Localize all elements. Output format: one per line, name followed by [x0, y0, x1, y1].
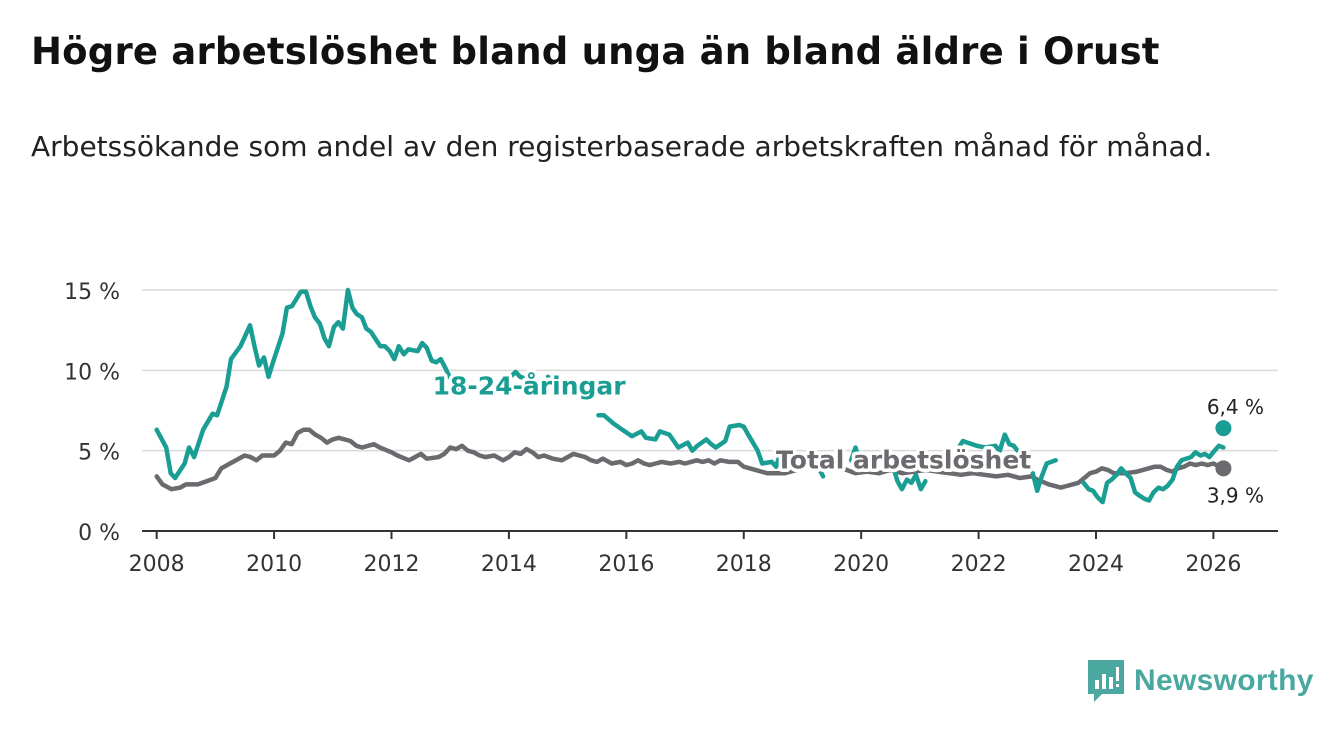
series-line-youth	[801, 451, 826, 479]
series-line-youth	[848, 445, 872, 469]
series-line-youth	[545, 374, 565, 392]
series-line-youth	[955, 432, 1022, 455]
y-tick-label: 10 %	[64, 360, 120, 385]
x-tick-label: 2024	[1068, 552, 1124, 577]
end-label-youth: 6,4 %	[1207, 395, 1264, 419]
x-tick-label: 2014	[481, 552, 537, 577]
series-line-youth	[1081, 443, 1226, 505]
end-label-total: 3,9 %	[1207, 483, 1264, 507]
series-label-youth: 18-24-åringar	[433, 371, 627, 400]
series-label-total: Total arbetslöshet	[776, 445, 1031, 474]
series-line-youth	[1030, 458, 1058, 494]
series-line-youth	[596, 413, 793, 469]
brand-name: Newsworthy	[1134, 664, 1314, 697]
x-tick-label: 2018	[716, 552, 772, 577]
x-tick-label: 2020	[833, 552, 889, 577]
x-tick-label: 2008	[129, 552, 185, 577]
chart-subtitle: Arbetssökande som andel av den registerb…	[31, 130, 1213, 163]
series-lines	[154, 287, 1232, 505]
x-tick-label: 2010	[246, 552, 302, 577]
x-tick-label: 2012	[364, 552, 420, 577]
axes: 0 % 5 % 10 % 15 % 2008 2010 2012 2014 2016 2018 20…	[64, 280, 1278, 577]
grid-lines	[142, 289, 1278, 452]
series-labels: 6,4 %3,9 %18-24-åringar18-24-åringarTota…	[429, 368, 1264, 507]
series-line-total	[154, 427, 1226, 492]
y-tick-label: 5 %	[78, 441, 120, 466]
series-line-youth	[890, 464, 928, 492]
series-line-youth	[154, 287, 462, 481]
x-tick-label: 2022	[951, 552, 1007, 577]
x-tick-label: 2026	[1185, 552, 1241, 577]
end-marker-total	[1215, 460, 1232, 477]
series-label-youth-halo: 18-24-åringar	[433, 371, 627, 400]
y-tick-label: 15 %	[64, 280, 120, 305]
y-tick-label: 0 %	[78, 521, 120, 546]
series-line-youth	[499, 369, 527, 381]
series-label-total-halo: Total arbetslöshet	[776, 445, 1031, 474]
chart-title: Högre arbetslöshet bland unga än bland ä…	[31, 30, 1160, 73]
newsworthy-logo: Newsworthy	[1088, 660, 1314, 702]
line-chart: 0 % 5 % 10 % 15 % 2008 2010 2012 2014 2016 2018 20…	[64, 280, 1278, 577]
x-tick-label: 2016	[598, 552, 654, 577]
newsworthy-logo-icon	[1088, 660, 1124, 702]
end-marker-youth	[1215, 420, 1232, 437]
